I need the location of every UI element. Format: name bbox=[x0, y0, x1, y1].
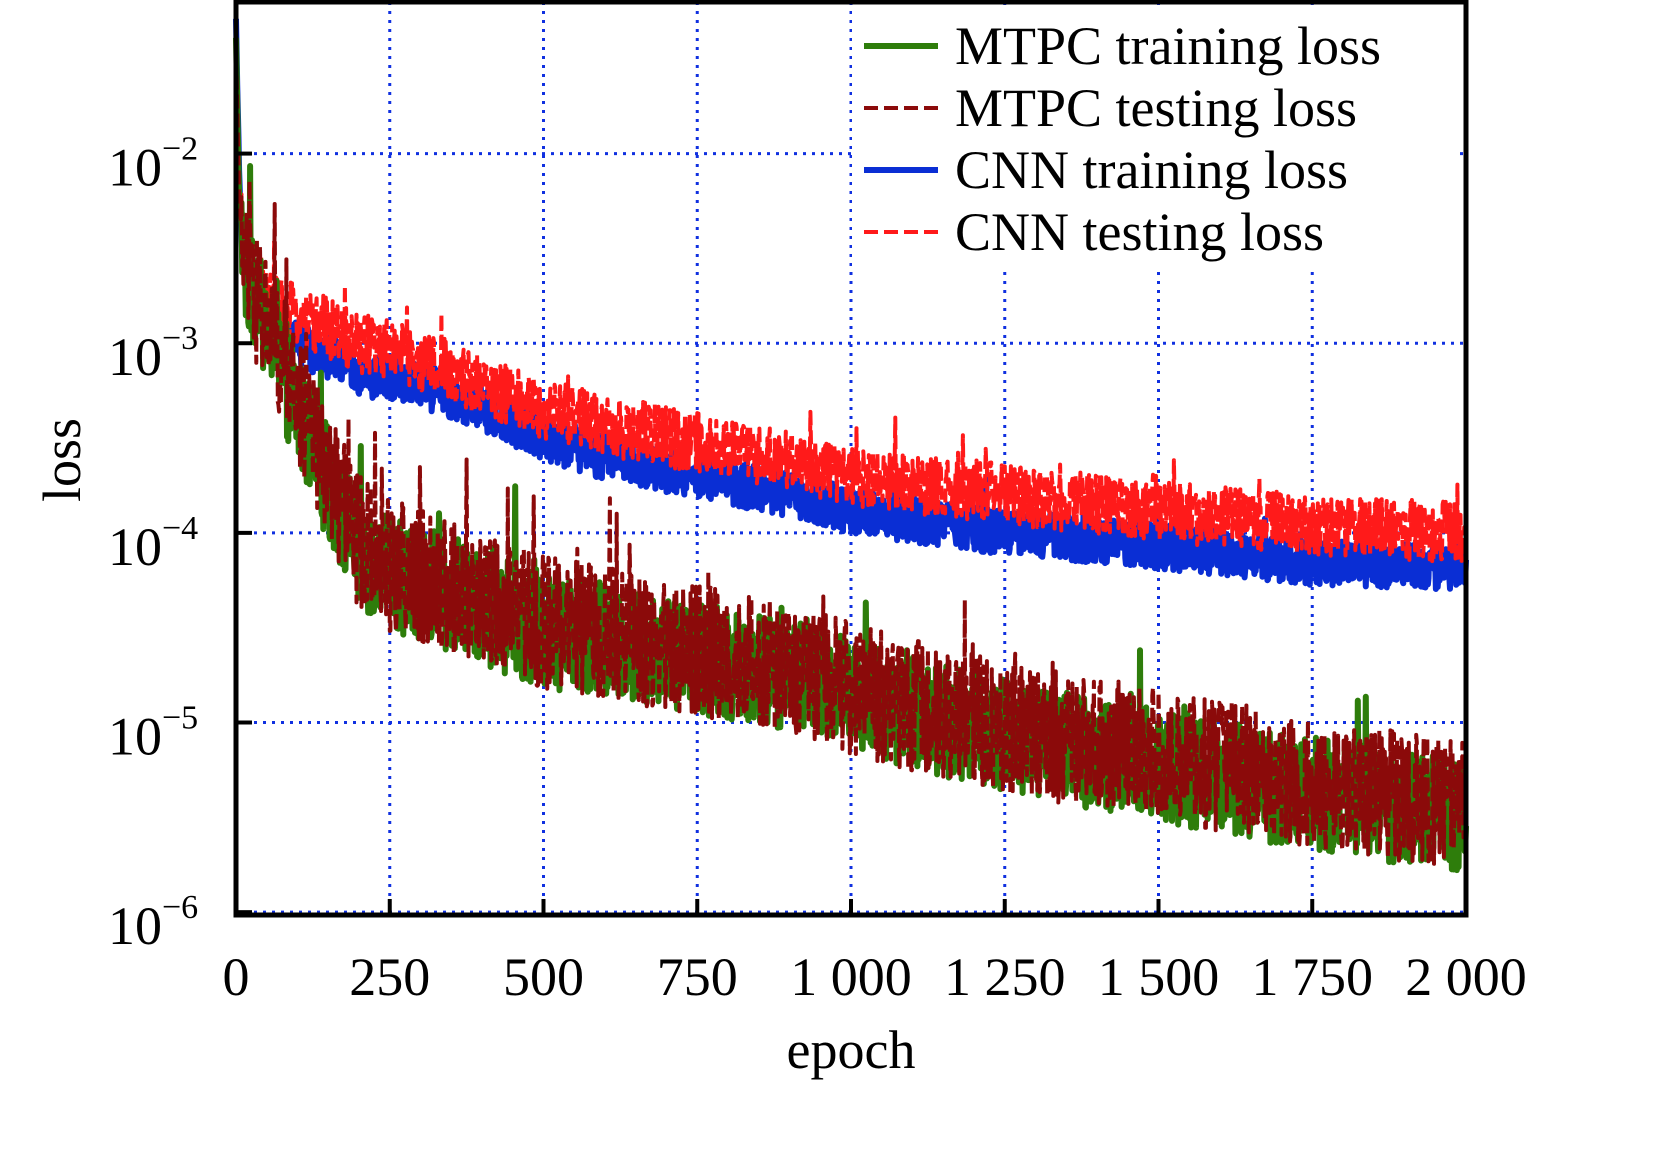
y-tick-label: 10−3 bbox=[108, 320, 198, 387]
x-tick-label: 250 bbox=[349, 947, 430, 1007]
y-tick-label: 10−4 bbox=[108, 510, 198, 577]
y-axis-label: loss bbox=[32, 418, 92, 502]
x-tick-label: 750 bbox=[657, 947, 738, 1007]
series-line-cnn-testing-loss bbox=[234, 18, 1468, 564]
series-line-mtpc-testing-loss bbox=[234, 37, 1468, 870]
x-tick-label: 500 bbox=[503, 947, 584, 1007]
y-tick-label: 10−5 bbox=[108, 700, 198, 767]
x-tick-label: 1 750 bbox=[1252, 947, 1374, 1007]
x-tick-label: 2 000 bbox=[1405, 947, 1527, 1007]
series-layer bbox=[233, 18, 1469, 874]
legend-label: MTPC testing loss bbox=[955, 78, 1357, 138]
x-tick-labels: 0 250 500 750 1 000 1 250 1 500 1 750 2 000 bbox=[223, 947, 1527, 1007]
y-tick-label: 10−6 bbox=[108, 889, 198, 956]
legend-background bbox=[852, 8, 1460, 270]
legend-label: CNN training loss bbox=[955, 140, 1348, 200]
x-tick-label: 1 250 bbox=[944, 947, 1066, 1007]
legend-label: CNN testing loss bbox=[955, 202, 1324, 262]
ticks bbox=[234, 151, 1468, 915]
y-tick-label: 10−2 bbox=[108, 131, 198, 198]
legend-label: MTPC training loss bbox=[955, 16, 1381, 76]
x-tick-label: 0 bbox=[223, 947, 250, 1007]
x-axis-label: epoch bbox=[787, 1020, 916, 1080]
x-tick-label: 1 500 bbox=[1098, 947, 1220, 1007]
x-tick-label: 1 000 bbox=[790, 947, 912, 1007]
y-tick-labels: 10−2 10−3 10−4 10−5 10−6 bbox=[108, 131, 198, 957]
